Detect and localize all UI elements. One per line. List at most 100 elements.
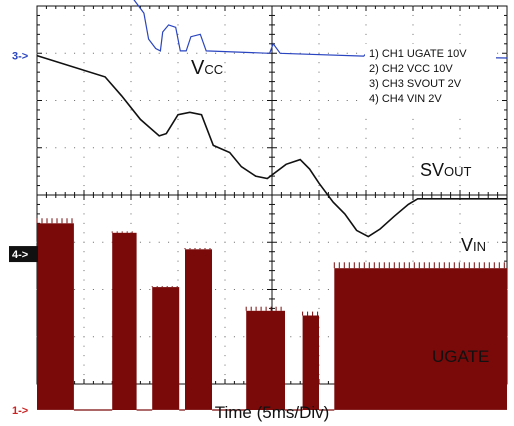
channel-marker: 3->: [12, 51, 28, 63]
grid-dot: [412, 222, 414, 224]
grid-dot: [83, 62, 85, 64]
series-label-svout: SVOUT: [420, 160, 472, 180]
grid-dot: [487, 241, 489, 243]
grid-dot: [252, 241, 254, 243]
grid-dot: [139, 147, 141, 149]
channel-marker: 1->: [12, 405, 28, 417]
grid-dot: [440, 241, 442, 243]
grid-dot: [309, 289, 311, 290]
grid-dot: [356, 52, 358, 54]
grid-dot: [83, 270, 85, 272]
grid-dot: [290, 289, 292, 290]
grid-dot: [233, 336, 235, 338]
grid-dot: [459, 251, 461, 253]
grid-dot: [318, 81, 320, 83]
grid-dot: [252, 100, 254, 101]
grid-dot: [177, 118, 179, 120]
grid-dot: [309, 147, 311, 149]
grid-dot: [92, 52, 94, 54]
grid-dot: [384, 147, 386, 149]
ugate-burst: [112, 232, 137, 410]
grid-dot: [497, 52, 499, 54]
grid-dot: [299, 52, 301, 54]
grid-dot: [280, 100, 282, 101]
grid-dot: [374, 147, 376, 149]
grid-dot: [224, 298, 226, 300]
grid-dot: [224, 317, 226, 319]
grid-dot: [83, 147, 85, 149]
grid-dot: [365, 24, 367, 26]
grid-dot: [224, 71, 226, 73]
grid-dot: [365, 203, 367, 205]
grid-dot: [403, 147, 405, 149]
grid-dot: [262, 100, 264, 101]
grid-dot: [177, 62, 179, 64]
grid-dot: [83, 374, 85, 376]
grid-dot: [356, 147, 358, 149]
grid-dot: [374, 241, 376, 243]
grid-dot: [130, 156, 132, 158]
grid-dot: [83, 185, 85, 187]
grid-dot: [224, 62, 226, 64]
grid-dot: [83, 203, 85, 205]
grid-dot: [412, 213, 414, 215]
grid-dot: [55, 147, 57, 149]
grid-dot: [158, 52, 160, 54]
grid-dot: [224, 374, 226, 376]
grid-dot: [318, 24, 320, 26]
grid-dot: [252, 289, 254, 290]
grid-dot: [318, 62, 320, 64]
grid-dot: [83, 241, 85, 243]
grid-dot: [356, 100, 358, 101]
grid-dot: [224, 289, 226, 290]
grid-dot: [130, 100, 132, 101]
grid-dot: [459, 156, 461, 158]
grid-dot: [224, 52, 226, 54]
grid-dot: [318, 147, 320, 149]
grid-dot: [83, 81, 85, 83]
grid-dot: [130, 90, 132, 92]
legend-entry: 3) CH3 SVOUT 2V: [369, 78, 462, 90]
grid-dot: [83, 364, 85, 366]
grid-dot: [215, 241, 217, 243]
grid-dot: [327, 100, 329, 101]
grid-dot: [318, 307, 320, 309]
grid-dot: [102, 100, 104, 101]
grid-dot: [318, 232, 320, 234]
grid-dot: [177, 100, 179, 101]
grid-dot: [224, 222, 226, 224]
grid-dot: [45, 52, 47, 54]
grid-dot: [346, 241, 348, 243]
grid-dot: [177, 33, 179, 35]
grid-dot: [83, 90, 85, 92]
grid-dot: [365, 222, 367, 224]
grid-dot: [318, 203, 320, 205]
grid-dot: [459, 260, 461, 262]
grid-dot: [224, 232, 226, 234]
grid-dot: [280, 289, 282, 290]
grid-dot: [318, 260, 320, 262]
grid-dot: [365, 213, 367, 215]
grid-dot: [318, 109, 320, 111]
grid-dot: [318, 156, 320, 158]
legend-entry: 4) CH4 VIN 2V: [369, 93, 442, 105]
grid-dot: [130, 213, 132, 215]
grid-dot: [168, 100, 170, 101]
grid-dot: [74, 147, 76, 149]
grid-dot: [337, 100, 339, 101]
grid-dot: [412, 14, 414, 16]
grid-dot: [318, 14, 320, 16]
ugate-burst: [152, 287, 180, 410]
grid-dot: [102, 52, 104, 54]
grid-dot: [186, 147, 188, 149]
grid-dot: [412, 185, 414, 187]
grid-dot: [149, 336, 151, 338]
grid-dot: [130, 185, 132, 187]
grid-dot: [121, 147, 123, 149]
grid-dot: [299, 100, 301, 101]
grid-dot: [337, 147, 339, 149]
grid-dot: [177, 128, 179, 130]
grid-dot: [83, 166, 85, 168]
grid-dot: [233, 100, 235, 101]
grid-dot: [365, 232, 367, 234]
